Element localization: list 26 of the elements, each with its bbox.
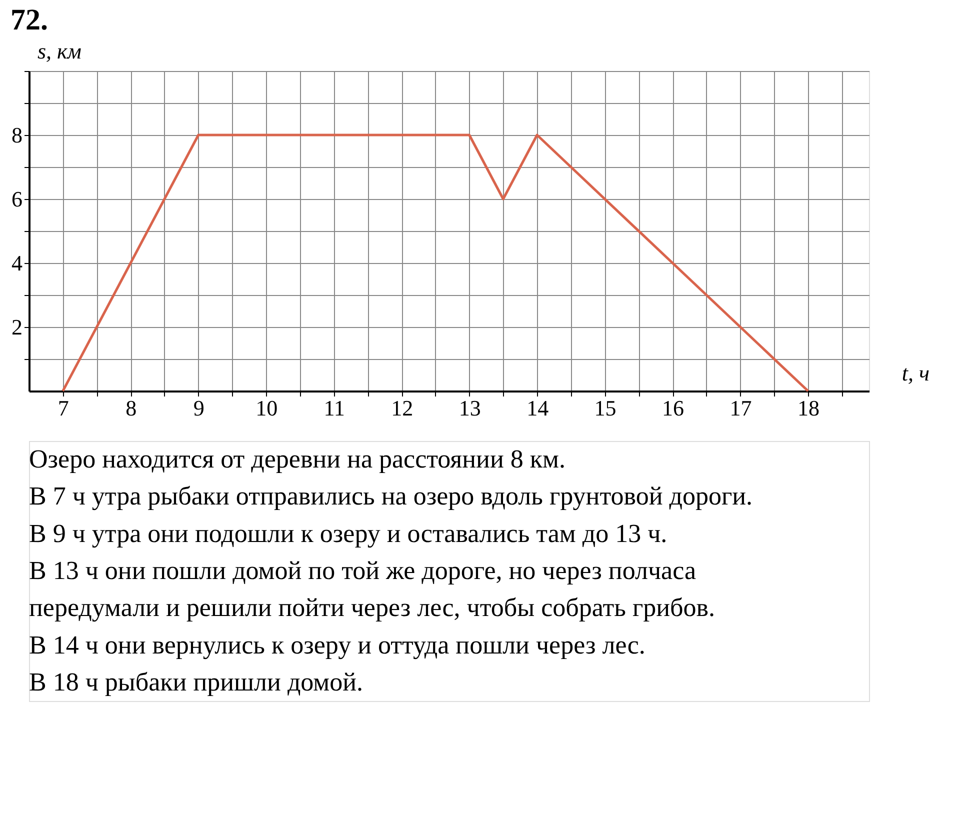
x-tick-label: 8 bbox=[126, 396, 137, 420]
y-tick-label: 4 bbox=[12, 250, 22, 276]
x-tick-label: 18 bbox=[798, 396, 820, 420]
y-tick-label: 6 bbox=[12, 186, 22, 212]
x-tick-label: 11 bbox=[324, 396, 345, 420]
x-tick-label: 10 bbox=[256, 396, 278, 420]
text: В 14 ч они вернулись к озеру и оттуда пошли через лес. bbox=[29, 630, 646, 660]
y-tick-label: 8 bbox=[12, 122, 22, 148]
x-tick-label: 14 bbox=[526, 396, 549, 420]
y-axis-title: s, км bbox=[38, 38, 82, 64]
x-tick-label: 7 bbox=[58, 396, 69, 420]
text: В 9 ч утра они подошли к озеру и оставались там до 13 ч. bbox=[29, 518, 668, 548]
x-tick-label: 13 bbox=[458, 396, 481, 420]
x-tick-label: 9 bbox=[193, 396, 204, 420]
text: В 7 ч утра рыбаки отправились на озеро вдоль грунтовой дороги. bbox=[29, 482, 753, 511]
text: В 13 ч они пошли домой по той же дороге, но через полчаса bbox=[29, 556, 696, 585]
text: передумали и решили пойти через лес, чтобы собрать грибов. bbox=[29, 593, 716, 622]
text: Озеро находится от деревни на расстоянии 8 км. bbox=[29, 444, 566, 474]
x-axis-title: t, ч bbox=[902, 360, 930, 386]
x-tick-label: 17 bbox=[730, 396, 752, 420]
x-tick-label: 12 bbox=[391, 396, 414, 420]
y-tick-label: 2 bbox=[12, 314, 22, 340]
chart-title: 72. bbox=[10, 4, 48, 36]
x-tick-label: 16 bbox=[662, 396, 684, 420]
text: В 18 ч рыбаки пришли домой. bbox=[29, 667, 364, 696]
x-tick-label: 15 bbox=[594, 396, 616, 420]
